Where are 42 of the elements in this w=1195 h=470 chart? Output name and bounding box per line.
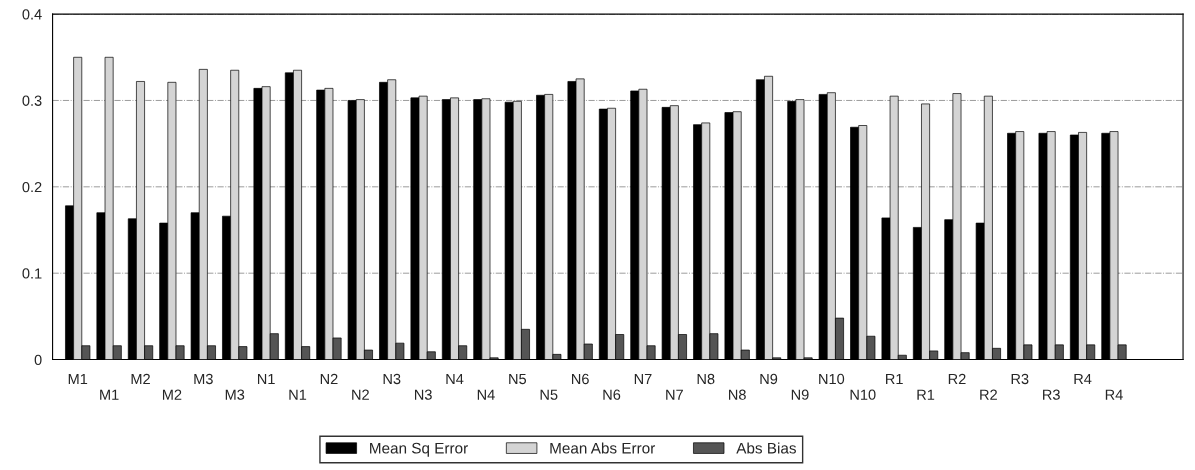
x-tick-label: N5: [540, 389, 558, 400]
x-tick-label: M3: [225, 389, 245, 400]
x-tick-label: N5: [509, 373, 527, 385]
y-tick-label: 0: [34, 354, 42, 365]
x-tick-label: N4: [477, 389, 495, 400]
legend-label: Mean Abs Error: [550, 442, 656, 454]
y-tick-label: 0.4: [22, 9, 42, 20]
x-tick-label: N1: [289, 389, 307, 400]
x-tick-label: R4: [1074, 373, 1092, 385]
x-tick-label: R3: [1011, 373, 1029, 385]
x-tick-label: M2: [162, 389, 182, 400]
x-tick-label: N7: [666, 389, 683, 400]
x-tick-label: R4: [1105, 389, 1123, 400]
y-tick-label: 0.1: [22, 268, 42, 279]
x-tick-label: N6: [572, 373, 589, 385]
x-tick-label: N6: [603, 389, 621, 400]
legend-label: Mean Sq Error: [370, 442, 468, 457]
y-tick-label: 0.2: [22, 181, 42, 193]
x-tick-label: N9: [791, 389, 809, 400]
x-tick-label: N8: [729, 389, 746, 400]
x-tick-label: N4: [446, 373, 464, 385]
x-tick-label: N9: [760, 373, 778, 385]
x-tick-label: R1: [886, 373, 903, 385]
x-tick-label: R1: [917, 389, 935, 400]
x-tick-label: N8: [697, 373, 715, 385]
x-tick-label: M3: [194, 373, 213, 385]
x-tick-label: N2: [352, 389, 369, 400]
x-tick-label: M2: [131, 373, 150, 385]
x-tick-label: N1: [257, 373, 275, 385]
x-tick-label: N10: [850, 389, 876, 400]
y-tick-label: 0.3: [22, 95, 42, 106]
x-tick-label: M1: [68, 373, 88, 385]
x-tick-label: N3: [383, 373, 401, 385]
x-tick-label: M1: [100, 389, 119, 400]
x-tick-label: N10: [819, 373, 845, 385]
x-tick-label: R3: [1043, 389, 1060, 400]
x-tick-label: N7: [634, 373, 652, 385]
x-tick-label: N3: [415, 389, 432, 400]
x-tick-label: R2: [980, 389, 997, 400]
x-tick-label: N2: [320, 373, 338, 385]
legend-label: Abs Bias: [736, 442, 796, 454]
x-tick-label: R2: [948, 373, 966, 385]
